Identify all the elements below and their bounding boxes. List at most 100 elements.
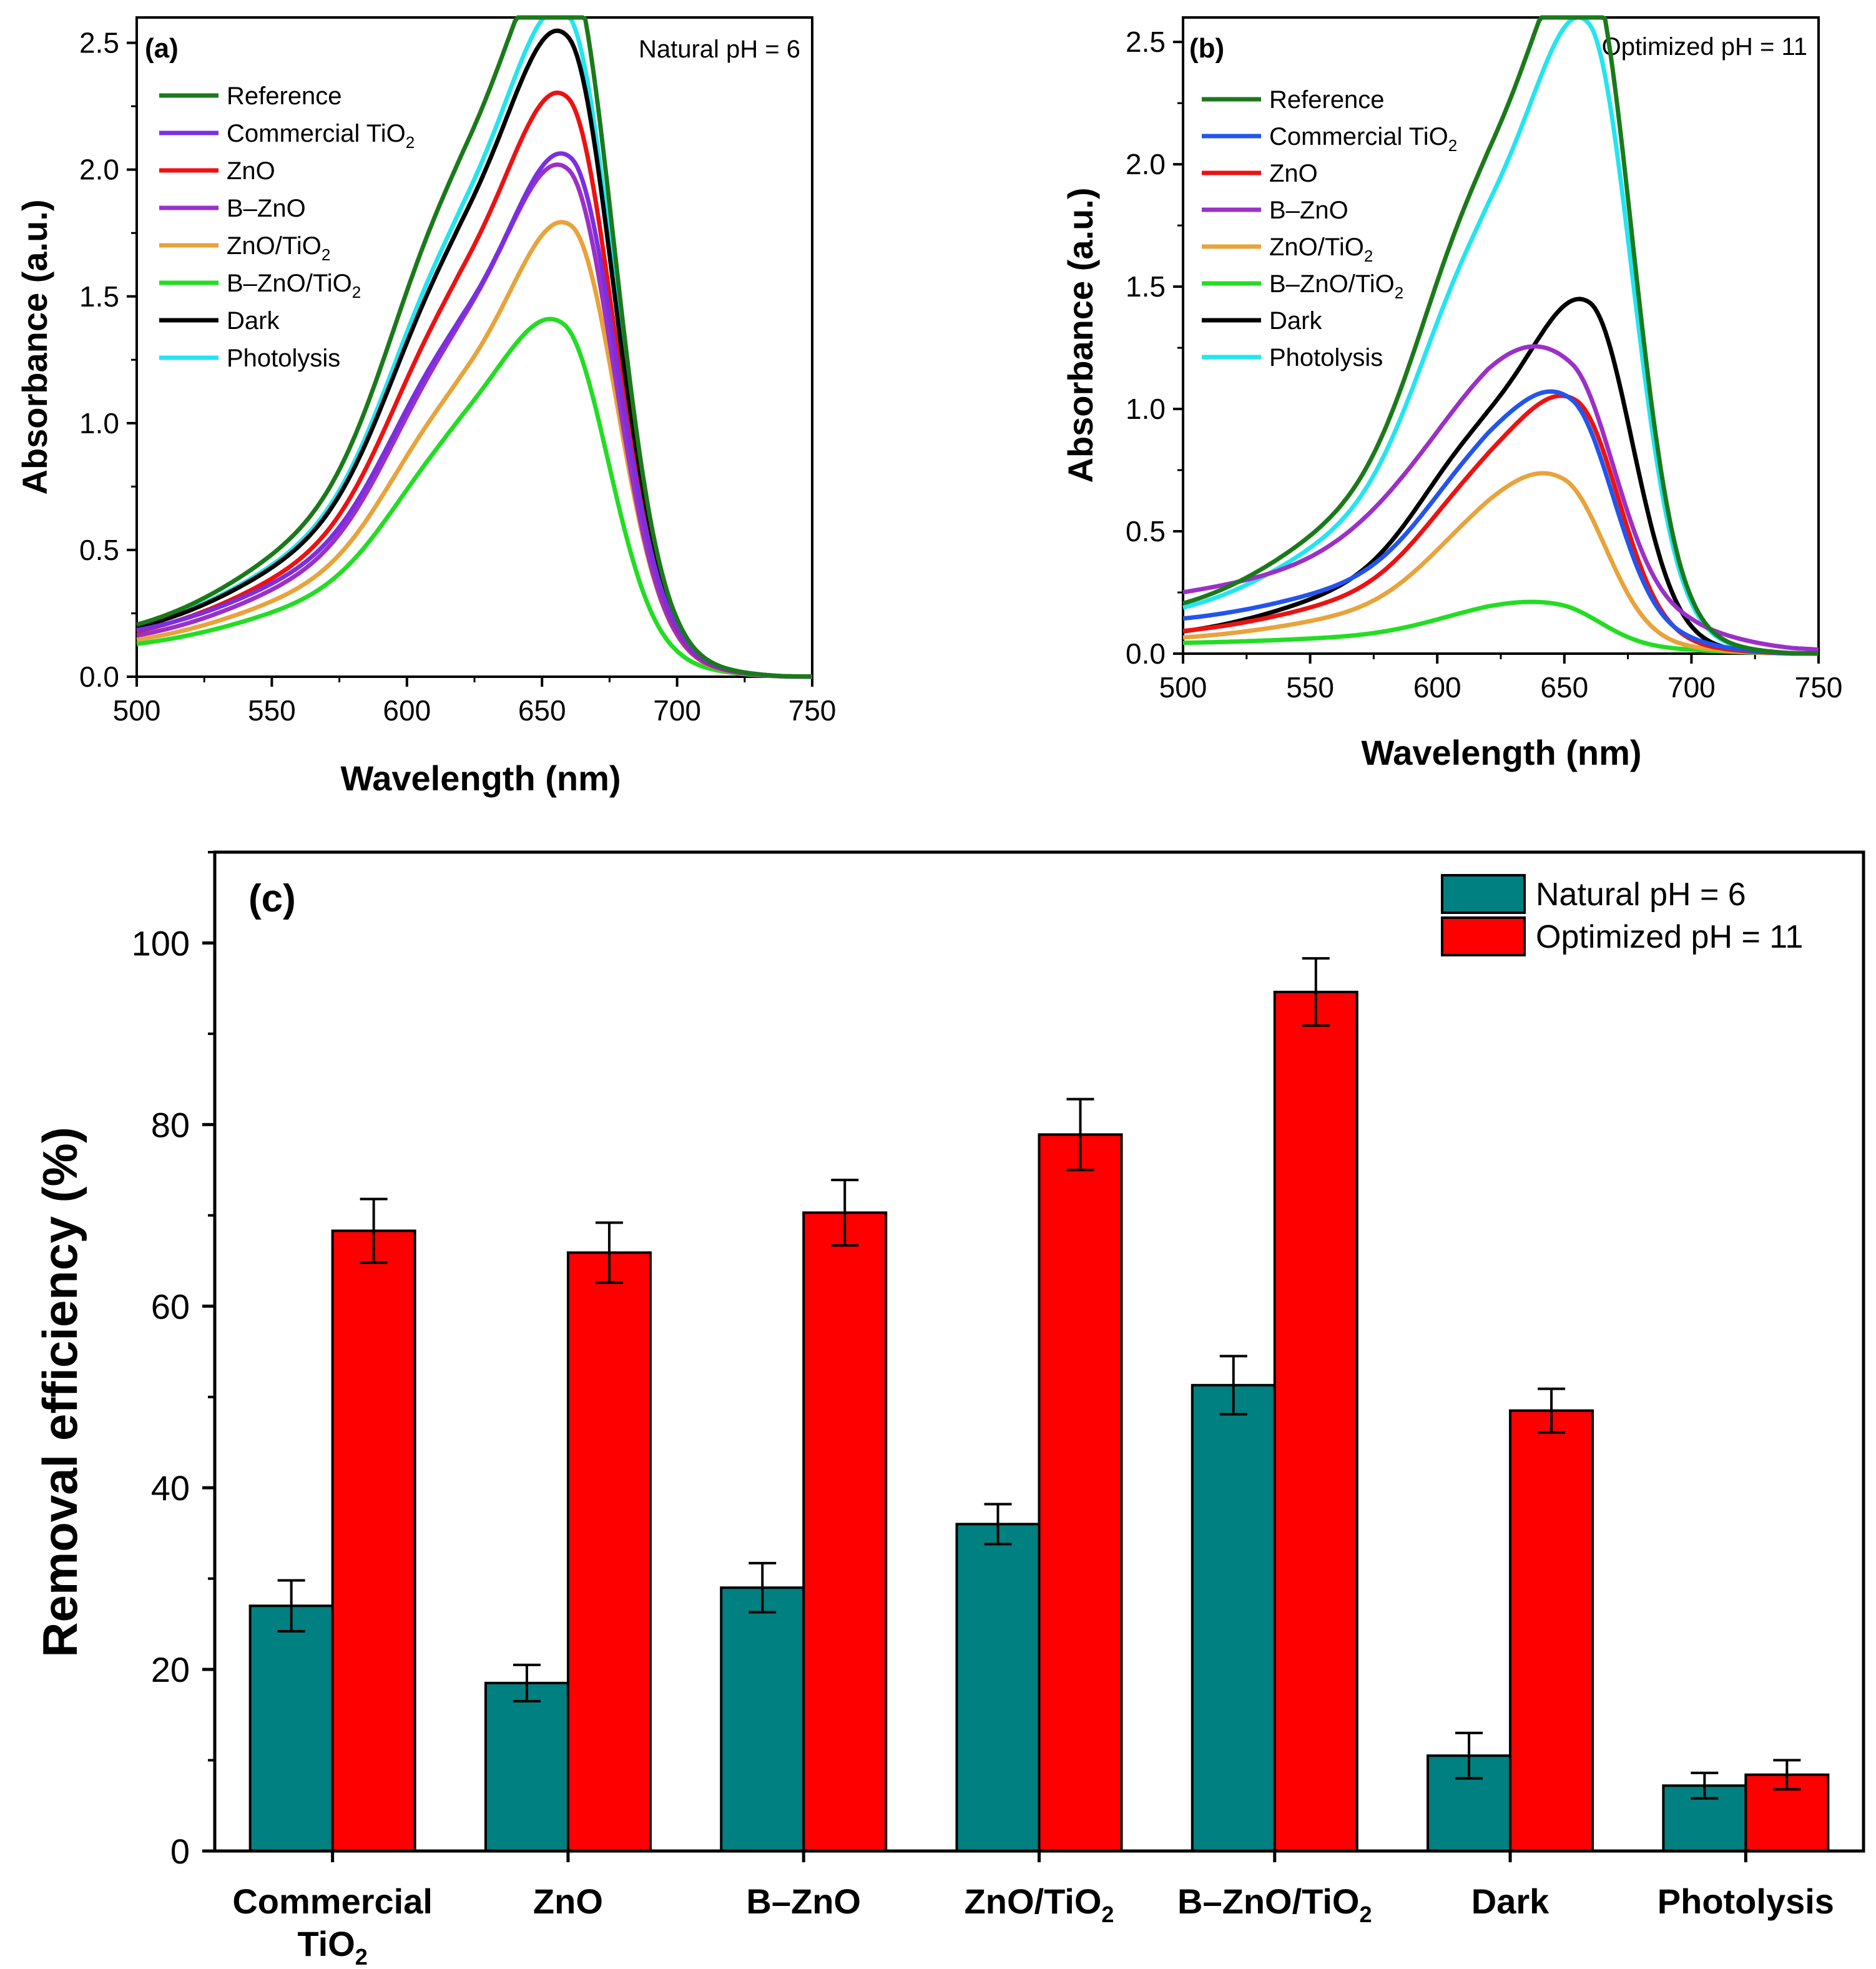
legend-swatch bbox=[1441, 874, 1526, 914]
panel-b: (b) Optimized pH = 11 Wavelength (nm) Ab… bbox=[1061, 15, 1842, 772]
panel-c-frame bbox=[213, 850, 1865, 1853]
x-tick-label: 550 bbox=[248, 694, 296, 727]
y-tick-label: 2.0 bbox=[79, 154, 119, 186]
x-tick-label: 550 bbox=[1286, 671, 1334, 704]
panel-b-ylabel: Absorbance (a.u.) bbox=[1061, 188, 1100, 483]
bar-optimized bbox=[802, 1211, 888, 1853]
legend-label: ZnO bbox=[227, 157, 275, 185]
x-tick-label: 600 bbox=[383, 694, 431, 727]
y-tick-label: 2.5 bbox=[79, 27, 119, 59]
x-tick-label: 700 bbox=[653, 694, 701, 727]
panel-a-lines bbox=[136, 15, 813, 679]
legend-label: Commercial TiO2 bbox=[1269, 123, 1457, 155]
legend-label: Natural pH = 6 bbox=[1536, 876, 1746, 913]
legend-label: Commercial TiO2 bbox=[227, 120, 415, 152]
legend-label: B–ZnO/TiO2 bbox=[1269, 270, 1403, 302]
category-label: B–ZnO bbox=[746, 1882, 861, 1921]
panel-c-bars bbox=[248, 957, 1830, 1853]
y-tick-label: 100 bbox=[132, 923, 190, 963]
panel-b-legend: Reference Commercial TiO2 ZnO B–ZnO ZnO/TiO2… bbox=[1202, 86, 1457, 371]
bar-natural bbox=[720, 1586, 805, 1853]
series-line-commercial-tio2 bbox=[1182, 389, 1819, 656]
bar-optimized bbox=[566, 1251, 652, 1853]
x-tick-label: 750 bbox=[788, 694, 837, 727]
category-label: TiO2 bbox=[297, 1924, 367, 1969]
legend-label: ZnO/TiO2 bbox=[227, 232, 330, 264]
series-line-b-zno-tio2 bbox=[136, 317, 812, 679]
y-tick-label: 0.5 bbox=[1126, 515, 1166, 547]
panel-a-label: (a) bbox=[145, 33, 179, 64]
panel-c: (c) Removal efficiency (%) CommercialTiO… bbox=[32, 850, 1865, 1969]
x-tick-label: 700 bbox=[1667, 671, 1716, 704]
bar-optimized bbox=[1744, 1773, 1830, 1852]
panel-c-label: (c) bbox=[248, 877, 296, 920]
series-line-zno bbox=[1182, 393, 1819, 656]
panel-a-ylabel: Absorbance (a.u.) bbox=[15, 200, 54, 495]
legend-label: Dark bbox=[1269, 307, 1322, 335]
panel-b-label: (b) bbox=[1189, 33, 1224, 64]
panel-c-legend: Natural pH = 6 Optimized pH = 11 bbox=[1441, 874, 1803, 956]
y-tick-label: 0.5 bbox=[79, 534, 119, 566]
panel-b-axes: 500 550 600 650 700 750 0.0 0.5 1.0 1.5 2.0 2.5 bbox=[1126, 26, 1842, 704]
y-tick-label: 1.5 bbox=[79, 280, 119, 313]
category-label: B–ZnO/TiO2 bbox=[1177, 1882, 1372, 1927]
bar-optimized bbox=[331, 1229, 416, 1852]
legend-label: ZnO/TiO2 bbox=[1269, 233, 1373, 265]
panel-a-xlabel: Wavelength (nm) bbox=[340, 759, 621, 798]
x-tick-label: 650 bbox=[1540, 671, 1588, 704]
y-tick-label: 80 bbox=[151, 1105, 190, 1144]
legend-label: Photolysis bbox=[1269, 344, 1383, 371]
category-label: Photolysis bbox=[1657, 1882, 1834, 1921]
panel-a: (a) Natural pH = 6 Wavelength (nm) Absor… bbox=[15, 15, 836, 798]
series-line-zno-tio2 bbox=[1182, 471, 1819, 656]
legend-label: ZnO bbox=[1269, 160, 1318, 187]
panel-b-xlabel: Wavelength (nm) bbox=[1361, 733, 1641, 772]
legend-label: B–ZnO bbox=[1269, 197, 1348, 224]
y-tick-label: 0.0 bbox=[1126, 637, 1166, 670]
y-tick-label: 60 bbox=[151, 1287, 190, 1326]
y-tick-label: 2.5 bbox=[1126, 26, 1166, 58]
bar-optimized bbox=[1038, 1133, 1123, 1852]
y-tick-label: 1.0 bbox=[1126, 393, 1166, 425]
y-tick-label: 0.0 bbox=[79, 660, 119, 693]
y-tick-label: 1.5 bbox=[1126, 270, 1166, 303]
y-tick-label: 1.0 bbox=[79, 407, 119, 439]
bar-natural bbox=[955, 1523, 1041, 1852]
bar-natural bbox=[1191, 1383, 1276, 1852]
panel-a-axes: 500 550 600 650 700 750 0.0 0.5 1.0 1.5 2.0 2.5 bbox=[79, 27, 836, 727]
legend-label: Reference bbox=[1269, 86, 1385, 114]
panel-c-ylabel: Removal efficiency (%) bbox=[32, 1127, 87, 1657]
legend-label: B–ZnO/TiO2 bbox=[227, 270, 361, 302]
category-label: ZnO/TiO2 bbox=[965, 1882, 1114, 1927]
x-tick-label: 650 bbox=[518, 694, 566, 727]
panel-a-legend: Reference Commercial TiO2 ZnO B–ZnO ZnO/TiO2… bbox=[159, 82, 415, 372]
category-label: ZnO bbox=[533, 1882, 603, 1921]
x-tick-label: 600 bbox=[1413, 671, 1461, 704]
y-tick-label: 2.0 bbox=[1126, 148, 1166, 180]
legend-swatch bbox=[1441, 916, 1526, 956]
bar-optimized bbox=[1509, 1409, 1594, 1852]
legend-label: Photolysis bbox=[227, 345, 340, 372]
series-line-commercial-tio2 bbox=[136, 151, 813, 679]
bar-natural bbox=[484, 1681, 569, 1853]
category-label: Dark bbox=[1471, 1882, 1549, 1921]
legend-label: B–ZnO bbox=[227, 195, 306, 222]
series-line-reference bbox=[1182, 15, 1819, 656]
legend-label: Dark bbox=[227, 307, 280, 335]
series-line-reference bbox=[136, 15, 812, 679]
y-tick-label: 40 bbox=[151, 1468, 190, 1508]
y-tick-label: 0 bbox=[170, 1832, 190, 1871]
legend-label: Optimized pH = 11 bbox=[1536, 919, 1803, 955]
panel-b-condition: Optimized pH = 11 bbox=[1602, 33, 1807, 61]
legend-label: Reference bbox=[227, 82, 342, 110]
x-tick-label: 750 bbox=[1795, 671, 1843, 704]
y-tick-label: 20 bbox=[151, 1650, 190, 1689]
category-label: Commercial bbox=[232, 1882, 433, 1921]
x-tick-label: 500 bbox=[1159, 671, 1207, 704]
bar-natural bbox=[248, 1604, 334, 1852]
bar-optimized bbox=[1273, 991, 1358, 1852]
x-tick-label: 500 bbox=[113, 694, 161, 727]
panel-a-condition: Natural pH = 6 bbox=[639, 36, 800, 63]
